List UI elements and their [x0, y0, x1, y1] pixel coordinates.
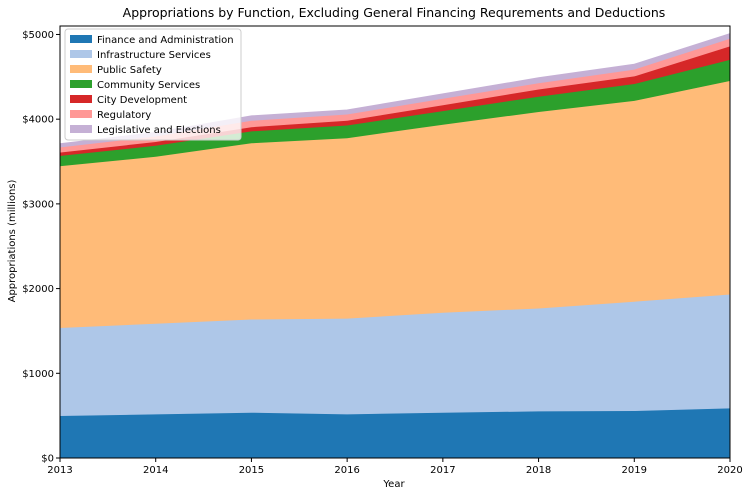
y-tick-label: $1000	[22, 369, 54, 380]
legend-label: Regulatory	[97, 110, 151, 121]
y-tick-label: $5000	[22, 30, 54, 41]
legend-swatch	[70, 50, 92, 58]
x-tick-label: 2016	[334, 465, 359, 476]
x-axis: 2013 2014 2015 2016 2017 2018 2019 2020	[47, 458, 743, 476]
legend-swatch	[70, 95, 92, 103]
y-tick-label: $0	[41, 454, 54, 465]
legend-label: Public Safety	[97, 65, 162, 76]
legend-swatch	[70, 80, 92, 88]
legend-label: Infrastructure Services	[97, 50, 211, 61]
x-tick-label: 2018	[526, 465, 551, 476]
y-axis: $0 $1000 $2000 $3000 $4000 $5000	[22, 30, 60, 465]
x-axis-title: Year	[382, 479, 405, 490]
x-tick-label: 2017	[430, 465, 455, 476]
area-finance-and-administration	[59, 407, 731, 459]
x-tick-label: 2015	[239, 465, 264, 476]
x-tick-label: 2019	[622, 465, 647, 476]
legend-swatch	[70, 110, 92, 118]
legend: Finance and Administration Infrastructure…	[64, 28, 242, 141]
legend-label: Community Services	[97, 80, 200, 91]
x-tick-label: 2013	[47, 465, 72, 476]
y-tick-label: $4000	[22, 115, 54, 126]
legend-swatch	[70, 125, 92, 133]
y-tick-label: $3000	[22, 199, 54, 210]
legend-label: Finance and Administration	[97, 35, 234, 46]
x-tick-label: 2020	[717, 465, 742, 476]
legend-swatch	[70, 35, 92, 43]
legend-box	[64, 28, 242, 141]
chart-title: Appropriations by Function, Excluding Ge…	[123, 5, 666, 20]
legend-swatch	[70, 65, 92, 73]
plot-frame	[59, 25, 731, 459]
x-tick-label: 2014	[143, 465, 168, 476]
legend-label: City Development	[97, 95, 187, 106]
y-tick-label: $2000	[22, 284, 54, 295]
legend-label: Legislative and Elections	[97, 125, 221, 136]
y-axis-title: Appropriations (millions)	[7, 180, 18, 303]
